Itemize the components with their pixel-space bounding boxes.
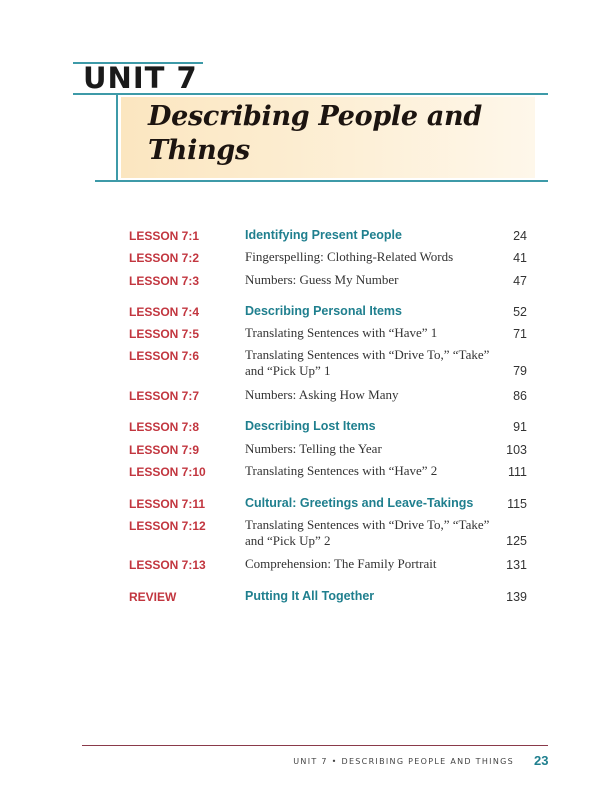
lesson-label: LESSON 7:3: [129, 274, 200, 288]
lesson-label: LESSON 7:9: [129, 443, 200, 457]
lesson-label: LESSON 7:11: [129, 497, 206, 511]
page-ref: 131: [506, 558, 527, 572]
lesson-label: LESSON 7:4: [129, 305, 200, 319]
unit-rule: [73, 93, 548, 95]
page-ref: 103: [506, 443, 527, 457]
lesson-title: Fingerspelling: Clothing-Related Words: [245, 249, 454, 264]
page-ref: 24: [513, 229, 527, 243]
lesson-title: Translating Sentences with “Drive To,” “…: [245, 517, 490, 548]
lesson-title: Cultural: Greetings and Leave-Takings: [245, 496, 474, 510]
lesson-label: LESSON 7:2: [129, 251, 200, 265]
footer-rule: [82, 745, 548, 746]
lesson-label: LESSON 7:1: [129, 229, 200, 243]
page-ref: 125: [506, 534, 527, 548]
lesson-title: Comprehension: The Family Portrait: [245, 556, 437, 571]
lesson-title: Identifying Present People: [245, 228, 402, 242]
page-ref: 111: [507, 465, 527, 479]
lesson-label: LESSON 7:8: [129, 420, 200, 434]
page-ref: 52: [513, 305, 527, 319]
lesson-title: Putting It All Together: [245, 589, 375, 603]
lesson-title: Numbers: Telling the Year: [245, 441, 382, 456]
lesson-label: LESSON 7:6: [129, 349, 200, 363]
lesson-label: REVIEW: [129, 590, 177, 604]
page-ref: 79: [513, 364, 527, 378]
title-background: [121, 97, 535, 178]
lesson-label: LESSON 7:5: [129, 327, 200, 341]
unit-label: UNIT 7: [83, 61, 198, 95]
title-vertical-rule: [116, 93, 118, 181]
unit-title: Describing People and Things: [148, 101, 482, 166]
page-number: 23: [534, 753, 549, 768]
lesson-title: Describing Personal Items: [245, 304, 403, 318]
lesson-label: LESSON 7:10: [129, 465, 206, 479]
lesson-title: Translating Sentences with “Have” 2: [245, 463, 438, 478]
lesson-title: Describing Lost Items: [245, 419, 376, 433]
page-ref: 91: [513, 420, 527, 434]
top-short-rule: [73, 62, 203, 64]
lesson-title: Translating Sentences with “Have” 1: [245, 325, 438, 340]
lesson-label: LESSON 7:7: [129, 389, 200, 403]
lesson-title: Numbers: Asking How Many: [245, 387, 399, 402]
lesson-title: Translating Sentences with “Drive To,” “…: [245, 347, 490, 378]
lesson-title: Numbers: Guess My Number: [245, 272, 399, 287]
page-ref: 86: [513, 389, 527, 403]
page-ref: 139: [506, 590, 527, 604]
lesson-label: LESSON 7:13: [129, 558, 206, 572]
page-ref: 71: [513, 327, 527, 341]
title-bottom-rule: [95, 180, 548, 182]
page-ref: 41: [513, 251, 527, 265]
running-head: UNIT 7 • DESCRIBING PEOPLE AND THINGS: [293, 757, 514, 766]
page-ref: 115: [507, 497, 527, 511]
lesson-label: LESSON 7:12: [129, 519, 206, 533]
page-ref: 47: [513, 274, 527, 288]
